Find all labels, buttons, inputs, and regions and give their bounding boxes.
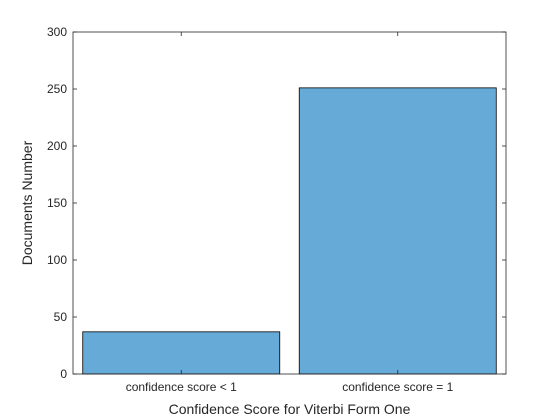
x-tick-label: confidence score < 1 bbox=[126, 380, 237, 394]
y-axis-label: Documents Number bbox=[19, 140, 35, 265]
x-axis: confidence score < 1 confidence score = 1 bbox=[126, 32, 454, 394]
y-tick-label: 200 bbox=[47, 139, 67, 153]
bar-1 bbox=[82, 331, 281, 375]
y-tick-label: 50 bbox=[54, 310, 68, 324]
y-tick-label: 150 bbox=[47, 196, 67, 210]
bar-2 bbox=[298, 87, 497, 375]
y-tick-label: 100 bbox=[47, 253, 67, 267]
x-axis-label: Confidence Score for Viterbi Form One bbox=[169, 401, 411, 417]
bars-group bbox=[82, 87, 497, 375]
y-tick-label: 0 bbox=[60, 367, 67, 381]
x-tick-label: confidence score = 1 bbox=[342, 380, 453, 394]
y-axis: 0 50 100 150 200 250 300 bbox=[47, 25, 506, 381]
y-tick-label: 300 bbox=[47, 25, 67, 39]
y-tick-label: 250 bbox=[47, 82, 67, 96]
